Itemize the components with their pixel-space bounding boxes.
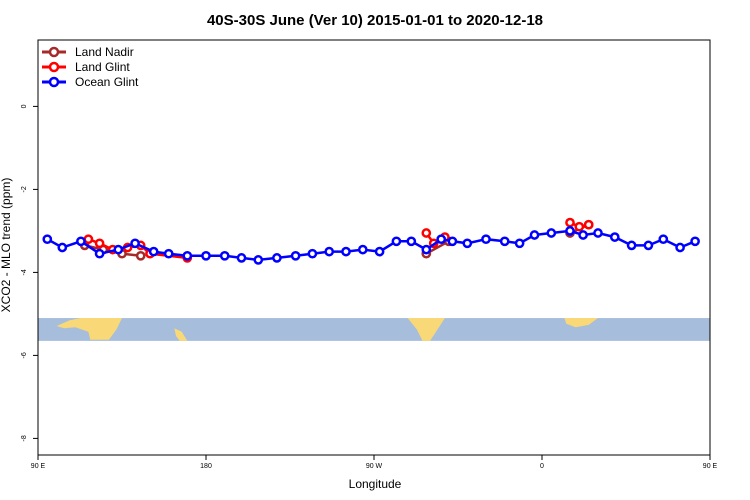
legend-marker-ocean-glint	[48, 76, 60, 88]
data-point	[236, 253, 247, 263]
data-point	[436, 234, 447, 245]
data-point	[583, 219, 594, 230]
data-point	[565, 217, 575, 228]
data-point	[546, 228, 557, 238]
series-ocean-glint	[42, 226, 700, 265]
data-point	[307, 248, 318, 259]
data-point	[574, 221, 585, 232]
data-point	[462, 238, 473, 249]
y-tick-label: -4	[21, 269, 28, 275]
data-point	[135, 250, 146, 261]
x-tick-label: 90 E	[703, 463, 718, 470]
data-point	[593, 228, 603, 238]
legend-label-ocean-glint: Ocean Glint	[75, 75, 139, 89]
legend-marker-land-nadir	[48, 46, 60, 58]
series-line-ocean-glint	[46, 229, 696, 262]
land-south-america	[407, 318, 445, 341]
ocean-band	[38, 318, 710, 341]
data-point	[447, 236, 458, 247]
legend-label-land-nadir: Land Nadir	[75, 45, 134, 59]
y-tick-label: -2	[21, 186, 28, 192]
y-axis-label: XCO2 - MLO trend (ppm)	[0, 178, 13, 313]
data-point	[130, 238, 140, 249]
data-point	[290, 250, 301, 261]
data-point	[324, 246, 335, 257]
chart-title: 40S-30S June (Ver 10) 2015-01-01 to 2020…	[207, 12, 543, 29]
data-point	[94, 238, 105, 249]
data-point	[272, 253, 282, 263]
land-australia	[56, 318, 123, 340]
data-point	[406, 236, 417, 247]
land-africa	[564, 318, 598, 328]
data-point	[481, 234, 491, 245]
y-tick-label: 0	[21, 104, 28, 108]
data-point	[514, 238, 525, 249]
data-point	[163, 248, 174, 259]
data-point	[643, 240, 654, 251]
data-point	[341, 246, 351, 257]
data-point	[499, 236, 510, 247]
data-point	[626, 240, 637, 251]
data-point	[609, 232, 620, 242]
data-point	[421, 228, 432, 238]
x-tick-label: 180	[200, 463, 212, 470]
data-point	[658, 234, 669, 245]
data-point	[374, 246, 385, 257]
data-point	[201, 250, 211, 261]
legend-label-land-glint: Land Glint	[75, 60, 130, 74]
data-point	[690, 236, 700, 247]
y-tick-label: -6	[21, 352, 28, 358]
data-point	[148, 246, 159, 257]
x-axis-label: Longitude	[349, 477, 402, 491]
land-new-zealand	[174, 328, 188, 341]
data-point	[578, 230, 588, 240]
data-point	[76, 236, 86, 247]
data-point	[219, 250, 230, 261]
data-point	[83, 234, 94, 245]
data-point	[565, 226, 575, 236]
data-point	[57, 242, 68, 253]
legend: Land Nadir Land Glint Ocean Glint	[42, 45, 139, 89]
data-point	[94, 248, 105, 259]
x-tick-label: 90 W	[366, 463, 383, 470]
data-point	[253, 255, 264, 265]
series-layer	[42, 217, 700, 265]
data-point	[421, 244, 432, 255]
data-point	[357, 244, 368, 255]
map-strip	[38, 318, 710, 341]
data-point	[529, 230, 540, 240]
x-axis: 90 E 180 90 W 0 90 E	[31, 455, 718, 470]
y-axis: 0 -2 -4 -6 -8	[21, 104, 38, 442]
y-tick-label: -8	[21, 435, 28, 441]
data-point	[42, 234, 53, 245]
legend-marker-land-glint	[48, 61, 60, 73]
data-point	[391, 236, 402, 247]
data-point	[113, 244, 124, 255]
data-point	[182, 250, 193, 261]
x-tick-label: 90 E	[31, 463, 46, 470]
x-tick-label: 0	[540, 463, 544, 470]
data-point	[675, 242, 685, 253]
